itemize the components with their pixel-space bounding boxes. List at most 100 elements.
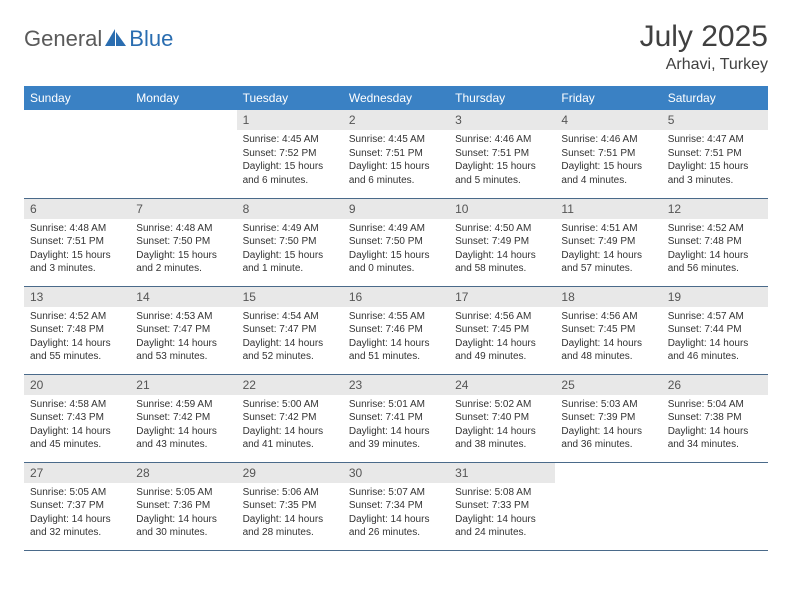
sunrise-line: Sunrise: 5:02 AM xyxy=(455,398,549,412)
day-info: Sunrise: 4:56 AMSunset: 7:45 PMDaylight:… xyxy=(449,307,555,370)
sunrise-line: Sunrise: 4:59 AM xyxy=(136,398,230,412)
daylight-line: Daylight: 14 hours and 24 minutes. xyxy=(455,513,549,540)
daylight-line: Daylight: 14 hours and 45 minutes. xyxy=(30,425,124,452)
sunset-line: Sunset: 7:47 PM xyxy=(136,323,230,337)
sunrise-line: Sunrise: 5:05 AM xyxy=(30,486,124,500)
sunset-line: Sunset: 7:41 PM xyxy=(349,411,443,425)
day-info: Sunrise: 4:51 AMSunset: 7:49 PMDaylight:… xyxy=(555,219,661,282)
calendar-day-cell xyxy=(130,110,236,198)
sunset-line: Sunset: 7:43 PM xyxy=(30,411,124,425)
calendar-day-cell: 9Sunrise: 4:49 AMSunset: 7:50 PMDaylight… xyxy=(343,198,449,286)
daylight-line: Daylight: 14 hours and 57 minutes. xyxy=(561,249,655,276)
day-number: 15 xyxy=(237,287,343,307)
calendar-day-cell: 25Sunrise: 5:03 AMSunset: 7:39 PMDayligh… xyxy=(555,374,661,462)
daylight-line: Daylight: 14 hours and 58 minutes. xyxy=(455,249,549,276)
calendar-day-cell: 11Sunrise: 4:51 AMSunset: 7:49 PMDayligh… xyxy=(555,198,661,286)
sunset-line: Sunset: 7:48 PM xyxy=(668,235,762,249)
sunset-line: Sunset: 7:42 PM xyxy=(243,411,337,425)
brand-text-general: General xyxy=(24,26,102,52)
day-number: 23 xyxy=(343,375,449,395)
day-info: Sunrise: 4:52 AMSunset: 7:48 PMDaylight:… xyxy=(662,219,768,282)
day-number: 18 xyxy=(555,287,661,307)
sunrise-line: Sunrise: 5:05 AM xyxy=(136,486,230,500)
sunrise-line: Sunrise: 4:49 AM xyxy=(243,222,337,236)
sunset-line: Sunset: 7:45 PM xyxy=(561,323,655,337)
weekday-header: Tuesday xyxy=(237,86,343,110)
day-info: Sunrise: 5:03 AMSunset: 7:39 PMDaylight:… xyxy=(555,395,661,458)
day-info: Sunrise: 4:47 AMSunset: 7:51 PMDaylight:… xyxy=(662,130,768,193)
day-info: Sunrise: 4:49 AMSunset: 7:50 PMDaylight:… xyxy=(237,219,343,282)
day-number: 5 xyxy=(662,110,768,130)
calendar-day-cell: 20 Sunrise: 4:58 AMSunset: 7:43 PMDayligh… xyxy=(24,374,130,462)
day-info: Sunrise: 5:05 AMSunset: 7:36 PMDaylight:… xyxy=(130,483,236,546)
calendar-week-row: 27Sunrise: 5:05 AMSunset: 7:37 PMDayligh… xyxy=(24,462,768,550)
sunset-line: Sunset: 7:36 PM xyxy=(136,499,230,513)
day-info: Sunrise: 4:57 AMSunset: 7:44 PMDaylight:… xyxy=(662,307,768,370)
daylight-line: Daylight: 15 hours and 6 minutes. xyxy=(243,160,337,187)
daylight-line: Daylight: 15 hours and 3 minutes. xyxy=(668,160,762,187)
sunrise-line: Sunrise: 4:52 AM xyxy=(30,310,124,324)
day-number: 25 xyxy=(555,375,661,395)
sunrise-line: Sunrise: 4:58 AM xyxy=(30,398,124,412)
day-info: Sunrise: 4:52 AMSunset: 7:48 PMDaylight:… xyxy=(24,307,130,370)
calendar-day-cell xyxy=(24,110,130,198)
daylight-line: Daylight: 14 hours and 49 minutes. xyxy=(455,337,549,364)
daylight-line: Daylight: 15 hours and 3 minutes. xyxy=(30,249,124,276)
calendar-day-cell: 2Sunrise: 4:45 AMSunset: 7:51 PMDaylight… xyxy=(343,110,449,198)
day-info: Sunrise: 4:49 AMSunset: 7:50 PMDaylight:… xyxy=(343,219,449,282)
calendar-day-cell: 17Sunrise: 4:56 AMSunset: 7:45 PMDayligh… xyxy=(449,286,555,374)
sunset-line: Sunset: 7:50 PM xyxy=(349,235,443,249)
calendar-day-cell: 8Sunrise: 4:49 AMSunset: 7:50 PMDaylight… xyxy=(237,198,343,286)
calendar-day-cell: 27Sunrise: 5:05 AMSunset: 7:37 PMDayligh… xyxy=(24,462,130,550)
daylight-line: Daylight: 14 hours and 39 minutes. xyxy=(349,425,443,452)
day-info: Sunrise: 4:59 AMSunset: 7:42 PMDaylight:… xyxy=(130,395,236,458)
calendar-day-cell: 3Sunrise: 4:46 AMSunset: 7:51 PMDaylight… xyxy=(449,110,555,198)
calendar-day-cell: 5Sunrise: 4:47 AMSunset: 7:51 PMDaylight… xyxy=(662,110,768,198)
weekday-header: Monday xyxy=(130,86,236,110)
day-number: 4 xyxy=(555,110,661,130)
sunrise-line: Sunrise: 4:47 AM xyxy=(668,133,762,147)
day-number: 30 xyxy=(343,463,449,483)
calendar-week-row: 13Sunrise: 4:52 AMSunset: 7:48 PMDayligh… xyxy=(24,286,768,374)
day-number: 1 xyxy=(237,110,343,130)
sunrise-line: Sunrise: 4:56 AM xyxy=(455,310,549,324)
day-info: Sunrise: 5:04 AMSunset: 7:38 PMDaylight:… xyxy=(662,395,768,458)
calendar-day-cell: 15Sunrise: 4:54 AMSunset: 7:47 PMDayligh… xyxy=(237,286,343,374)
sunrise-line: Sunrise: 5:01 AM xyxy=(349,398,443,412)
day-info: Sunrise: 5:00 AMSunset: 7:42 PMDaylight:… xyxy=(237,395,343,458)
sunset-line: Sunset: 7:44 PM xyxy=(668,323,762,337)
sunset-line: Sunset: 7:39 PM xyxy=(561,411,655,425)
calendar-day-cell: 4Sunrise: 4:46 AMSunset: 7:51 PMDaylight… xyxy=(555,110,661,198)
calendar-day-cell: 13Sunrise: 4:52 AMSunset: 7:48 PMDayligh… xyxy=(24,286,130,374)
day-info: Sunrise: 5:07 AMSunset: 7:34 PMDaylight:… xyxy=(343,483,449,546)
calendar-day-cell: 16Sunrise: 4:55 AMSunset: 7:46 PMDayligh… xyxy=(343,286,449,374)
sunset-line: Sunset: 7:33 PM xyxy=(455,499,549,513)
sunset-line: Sunset: 7:38 PM xyxy=(668,411,762,425)
day-number: 2 xyxy=(343,110,449,130)
calendar-day-cell: 18Sunrise: 4:56 AMSunset: 7:45 PMDayligh… xyxy=(555,286,661,374)
day-number: 19 xyxy=(662,287,768,307)
sunrise-line: Sunrise: 4:55 AM xyxy=(349,310,443,324)
calendar-day-cell: 19Sunrise: 4:57 AMSunset: 7:44 PMDayligh… xyxy=(662,286,768,374)
day-number: 22 xyxy=(237,375,343,395)
daylight-line: Daylight: 15 hours and 5 minutes. xyxy=(455,160,549,187)
day-info: Sunrise: 4:56 AMSunset: 7:45 PMDaylight:… xyxy=(555,307,661,370)
sunrise-line: Sunrise: 4:56 AM xyxy=(561,310,655,324)
sunrise-line: Sunrise: 4:46 AM xyxy=(561,133,655,147)
sunrise-line: Sunrise: 5:03 AM xyxy=(561,398,655,412)
day-number: 13 xyxy=(24,287,130,307)
sunrise-line: Sunrise: 4:51 AM xyxy=(561,222,655,236)
day-number: 6 xyxy=(24,199,130,219)
day-number: 3 xyxy=(449,110,555,130)
sunrise-line: Sunrise: 4:53 AM xyxy=(136,310,230,324)
day-info: Sunrise: 4:45 AMSunset: 7:52 PMDaylight:… xyxy=(237,130,343,193)
day-number: 10 xyxy=(449,199,555,219)
calendar-day-cell: 26Sunrise: 5:04 AMSunset: 7:38 PMDayligh… xyxy=(662,374,768,462)
sunrise-line: Sunrise: 4:45 AM xyxy=(349,133,443,147)
calendar-day-cell: 7Sunrise: 4:48 AMSunset: 7:50 PMDaylight… xyxy=(130,198,236,286)
day-info: Sunrise: 4:55 AMSunset: 7:46 PMDaylight:… xyxy=(343,307,449,370)
sunset-line: Sunset: 7:52 PM xyxy=(243,147,337,161)
day-info: Sunrise: 4:48 AMSunset: 7:51 PMDaylight:… xyxy=(24,219,130,282)
day-number: 20 xyxy=(24,375,130,395)
sunrise-line: Sunrise: 5:08 AM xyxy=(455,486,549,500)
